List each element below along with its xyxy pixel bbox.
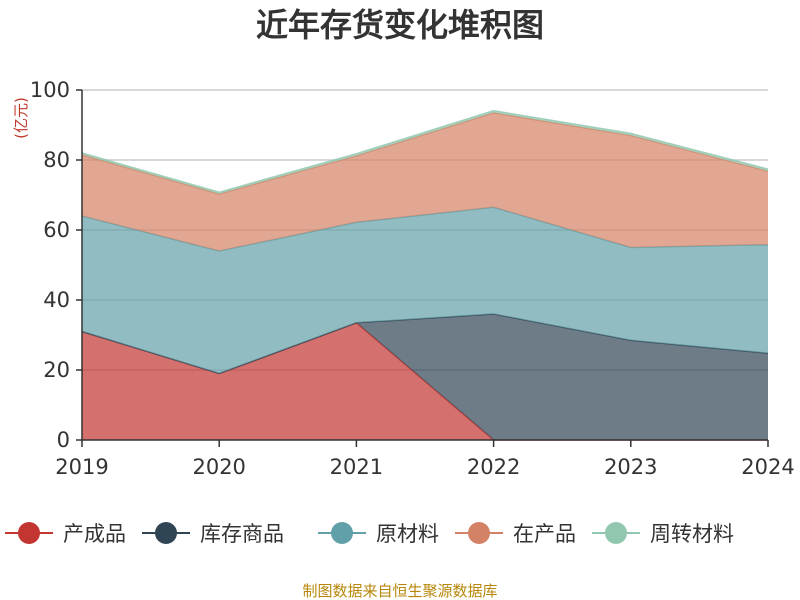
y-tick-label: 100 [30, 78, 70, 102]
legend-item-4[interactable]: 在产品 [455, 522, 576, 546]
legend-label: 产成品 [63, 522, 126, 546]
x-tick-label: 2019 [55, 455, 108, 479]
legend-label: 在产品 [513, 522, 576, 546]
legend-marker [18, 522, 40, 544]
legend-label: 库存商品 [200, 522, 284, 546]
y-tick-label: 0 [57, 428, 70, 452]
legend-item-2[interactable]: 库存商品 [142, 522, 284, 546]
legend-item-1[interactable]: 产成品 [5, 522, 126, 546]
y-axis-unit-label: (亿元) [12, 97, 30, 139]
x-tick-label: 2021 [330, 455, 383, 479]
data-source-note: 制图数据来自恒生聚源数据库 [302, 582, 497, 600]
x-tick-label: 2022 [467, 455, 520, 479]
legend-label: 原材料 [376, 522, 439, 546]
area-series-5-line [81, 109, 769, 193]
legend[interactable]: 产成品 库存商品 原材料 在产品 周转材料 [5, 522, 734, 546]
legend-marker [468, 522, 490, 544]
y-tick-label: 60 [43, 218, 70, 242]
x-tick-label: 2023 [604, 455, 657, 479]
y-tick-label: 80 [43, 148, 70, 172]
x-tick-label: 2020 [192, 455, 245, 479]
y-tick-label: 40 [43, 288, 70, 312]
legend-marker [605, 522, 627, 544]
area-series [81, 109, 769, 441]
x-tick-label: 2024 [741, 455, 794, 479]
legend-label: 周转材料 [650, 522, 734, 546]
y-tick-label: 20 [43, 358, 70, 382]
legend-marker [155, 522, 177, 544]
legend-item-5[interactable]: 周转材料 [592, 522, 734, 546]
area-series-3 [82, 207, 768, 374]
area-series-2 [82, 314, 768, 440]
legend-item-3[interactable]: 原材料 [318, 522, 439, 546]
legend-marker [331, 522, 353, 544]
axes: 0 20 40 60 80 100 2019 2020 2021 2022 2023 2024 [30, 78, 795, 479]
chart-title: 近年存货变化堆积图 [256, 6, 544, 44]
area-series-4 [82, 112, 768, 251]
